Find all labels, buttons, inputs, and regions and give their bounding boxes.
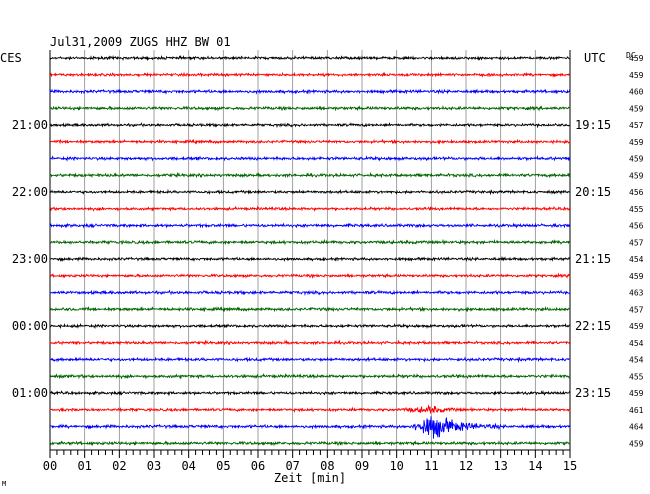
chart-title: Jul31,2009 ZUGS HHZ BW 01 <box>50 35 231 49</box>
local-time-label: 22:00 <box>12 185 48 199</box>
trace-1 <box>49 54 571 62</box>
utc-time-label: 21:15 <box>575 252 611 266</box>
trace-16 <box>49 305 571 313</box>
dc-value: 456 <box>629 188 644 197</box>
trace-8 <box>49 171 571 179</box>
trace-20 <box>49 372 571 380</box>
x-tick-label: 06 <box>251 459 265 473</box>
trace-12 <box>49 238 571 246</box>
dc-value: 464 <box>629 423 644 432</box>
dc-value: 459 <box>629 104 644 113</box>
local-time-header: CES <box>0 51 22 65</box>
x-tick-label: 12 <box>459 459 473 473</box>
x-tick-label: 10 <box>389 459 403 473</box>
trace-22 <box>49 404 571 414</box>
time-axis: 00 01 02 03 04 05 06 07 08 09 10 11 12 13 14 15 <box>43 449 577 473</box>
trace-3 <box>49 88 571 95</box>
trace-9 <box>49 188 571 196</box>
minute-gridlines <box>49 50 571 450</box>
x-tick-label: 07 <box>285 459 299 473</box>
x-tick-label: 04 <box>181 459 195 473</box>
trace-2 <box>49 71 571 78</box>
dc-value: 454 <box>629 339 644 348</box>
local-time-label: 01:00 <box>12 386 48 400</box>
dc-value: 457 <box>629 238 644 247</box>
dc-value: 463 <box>629 289 644 298</box>
trace-21 <box>49 389 571 397</box>
dc-value: 459 <box>629 54 644 63</box>
x-tick-label: 15 <box>563 459 577 473</box>
x-tick-label: 08 <box>320 459 334 473</box>
dc-value: 457 <box>629 305 644 314</box>
trace-17 <box>49 322 571 330</box>
dc-value: 459 <box>629 138 644 147</box>
utc-time-label: 22:15 <box>575 319 611 333</box>
trace-19 <box>49 356 571 364</box>
dc-value: 455 <box>629 205 644 214</box>
x-tick-label: 13 <box>493 459 507 473</box>
dc-value: 459 <box>629 71 644 80</box>
dc-value: 454 <box>629 356 644 365</box>
dc-value: 461 <box>629 406 644 415</box>
trace-18 <box>49 339 571 346</box>
trace-7 <box>49 155 571 162</box>
dc-value: 459 <box>629 171 644 180</box>
trace-23 <box>49 416 571 439</box>
trace-5 <box>49 122 571 129</box>
dc-value: 459 <box>629 155 644 164</box>
seismic-traces <box>49 54 571 447</box>
dc-value: 460 <box>629 88 644 97</box>
trace-4 <box>49 105 571 112</box>
dc-value: 457 <box>629 121 644 130</box>
x-tick-label: 11 <box>424 459 438 473</box>
utc-time-label: 19:15 <box>575 118 611 132</box>
trace-11 <box>49 222 571 229</box>
trace-15 <box>49 289 571 296</box>
x-tick-label: 03 <box>147 459 161 473</box>
dc-value: 459 <box>629 389 644 398</box>
dc-header: DC <box>626 51 636 60</box>
x-tick-label: 02 <box>112 459 126 473</box>
trace-6 <box>49 138 571 145</box>
utc-time-label: 20:15 <box>575 185 611 199</box>
x-tick-label: 00 <box>43 459 57 473</box>
utc-time-label: 23:15 <box>575 386 611 400</box>
local-time-label: 21:00 <box>12 118 48 132</box>
dc-value: 456 <box>629 222 644 231</box>
x-tick-label: 14 <box>528 459 542 473</box>
dc-value: 459 <box>629 272 644 281</box>
x-axis-label: Zeit [min] <box>274 471 346 485</box>
trace-labels: 459 459 460 459 457 21:00 19:15 459 459 459 456 22:… <box>12 54 644 448</box>
dc-value: 459 <box>629 439 644 448</box>
trace-13 <box>49 255 571 263</box>
dc-value: 459 <box>629 322 644 331</box>
utc-header: UTC <box>584 51 606 65</box>
trace-10 <box>49 205 571 212</box>
trace-24 <box>49 440 571 447</box>
trace-14 <box>49 272 571 280</box>
x-tick-label: 09 <box>355 459 369 473</box>
dc-value: 455 <box>629 372 644 381</box>
x-tick-label: 01 <box>77 459 91 473</box>
dc-value: 454 <box>629 255 644 264</box>
x-tick-label: 05 <box>216 459 230 473</box>
corner-mark: M <box>2 480 6 488</box>
local-time-label: 00:00 <box>12 319 48 333</box>
local-time-label: 23:00 <box>12 252 48 266</box>
